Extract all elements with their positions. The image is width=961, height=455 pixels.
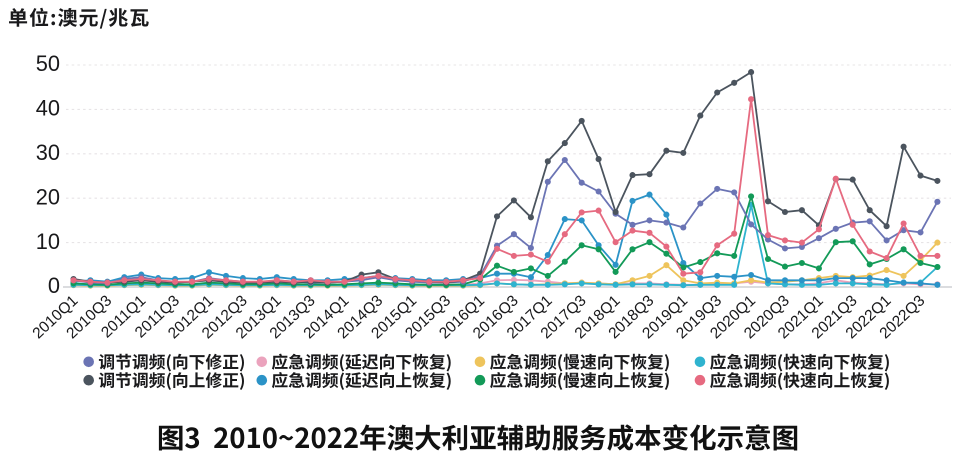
svg-text:20: 20 <box>36 184 60 209</box>
svg-text:30: 30 <box>36 140 60 165</box>
svg-text:50: 50 <box>36 51 60 76</box>
svg-text:0: 0 <box>48 273 60 298</box>
svg-text:10: 10 <box>36 229 60 254</box>
svg-text:40: 40 <box>36 96 60 121</box>
